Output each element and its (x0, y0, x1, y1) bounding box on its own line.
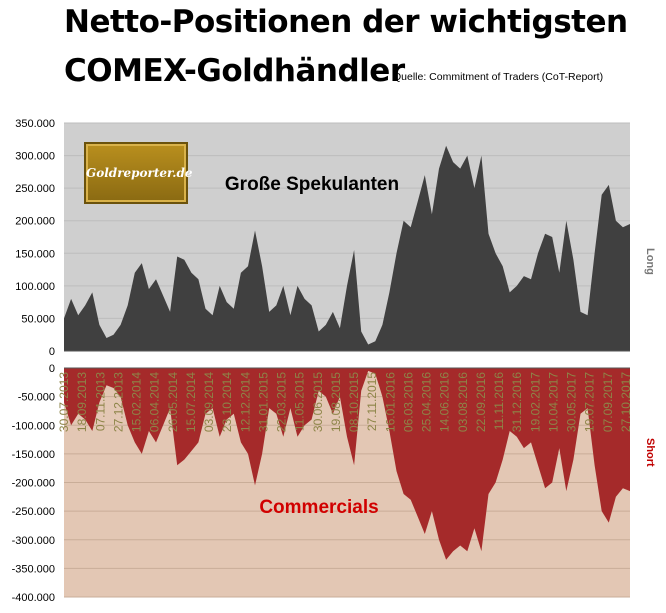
long-y-tick-label: 50.000 (21, 313, 55, 325)
long-y-tick-label: 100.000 (15, 281, 55, 293)
long-label-text: Long (644, 248, 656, 275)
short-label-text: Short (644, 438, 656, 467)
short-series-area (64, 368, 630, 560)
logo-text: Goldreporter.de (86, 166, 193, 180)
x-tick-label: 07.11.2013 (93, 372, 107, 431)
x-tick-label: 30.07.2013 (57, 372, 71, 432)
x-tick-label: 23.10.2014 (220, 372, 234, 432)
x-tick-label: 22.03.2015 (275, 372, 289, 432)
x-tick-label: 27.10.2017 (619, 372, 633, 432)
short-y-tick-label: -200.000 (12, 478, 55, 490)
x-tick-label: 07.09.2017 (601, 372, 615, 432)
short-y-axis: 0 -50.000 -100.000 -150.000 -200.000 -250.000… (12, 363, 55, 604)
long-series-area (64, 145, 630, 351)
x-tick-label: 06.03.2016 (401, 372, 415, 432)
x-tick-label: 15.02.2014 (130, 372, 144, 432)
long-y-axis: 350.000 300.000 250.000 200.000 150.000 100.0… (15, 118, 55, 358)
x-tick-label: 11.11.2016 (492, 372, 506, 431)
short-y-tick-label: -350.000 (12, 563, 55, 575)
source-note: Quelle: Commitment of Traders (CoT-Repor… (393, 71, 604, 83)
chart-title-line2: COMEX-Goldhändler (64, 53, 405, 89)
x-tick-label: 08.10.2015 (347, 372, 361, 432)
x-tick-label: 19.02.2017 (528, 372, 542, 432)
goldreporter-logo: Goldreporter.de (84, 142, 193, 204)
long-y-tick-label: 0 (49, 346, 55, 358)
long-y-tick-label: 250.000 (15, 183, 55, 195)
long-label: Long (644, 248, 658, 278)
x-tick-label: 15.07.2014 (184, 372, 198, 432)
long-y-tick-label: 200.000 (15, 216, 55, 228)
x-tick-label: 19.08.2015 (329, 372, 343, 432)
short-y-tick-label: -150.000 (12, 449, 55, 461)
short-y-tick-label: 0 (49, 363, 55, 375)
short-y-tick-label: -400.000 (12, 592, 55, 604)
x-tick-label: 22.09.2016 (474, 372, 488, 432)
x-tick-label: 11.05.2015 (293, 372, 307, 431)
annotation-commercials: Commercials (259, 497, 378, 518)
x-tick-label: 25.04.2016 (420, 372, 434, 432)
x-tick-label: 14.06.2016 (438, 372, 452, 432)
x-tick-label: 27.12.2013 (111, 372, 125, 432)
x-tick-label: 26.05.2014 (166, 372, 180, 432)
long-y-tick-label: 350.000 (15, 118, 55, 130)
x-tick-label: 12.12.2014 (238, 372, 252, 432)
short-y-tick-label: -100.000 (12, 420, 55, 432)
x-tick-label: 03.09.2014 (202, 372, 216, 432)
x-tick-label: 18.09.2013 (75, 372, 89, 432)
chart-title-line1: Netto-Positionen der wichtigsten (64, 4, 628, 40)
long-y-tick-label: 300.000 (15, 151, 55, 163)
x-tick-label: 10.04.2017 (546, 372, 560, 432)
short-y-tick-label: -250.000 (12, 506, 55, 518)
x-tick-label: 31.12.2016 (510, 372, 524, 432)
x-axis-dates: 30.07.2013 18.09.2013 07.11.2013 27.12.2013… (57, 372, 633, 432)
x-tick-label: 31.01.2015 (256, 372, 270, 432)
x-tick-label: 30.05.2017 (565, 372, 579, 432)
short-y-tick-label: -300.000 (12, 535, 55, 547)
long-y-tick-label: 150.000 (15, 248, 55, 260)
short-label: Short (644, 438, 658, 474)
x-tick-label: 27.11.2015 (365, 372, 379, 431)
x-tick-label: 06.04.2014 (148, 372, 162, 432)
annotation-large-speculators: Große Spekulanten (225, 174, 399, 195)
x-tick-label: 30.06.2015 (311, 372, 325, 432)
x-tick-label: 03.08.2016 (456, 372, 470, 432)
short-y-tick-label: -50.000 (18, 392, 55, 404)
x-tick-label: 16.01.2016 (383, 372, 397, 432)
x-tick-label: 19.07.2017 (583, 372, 597, 432)
